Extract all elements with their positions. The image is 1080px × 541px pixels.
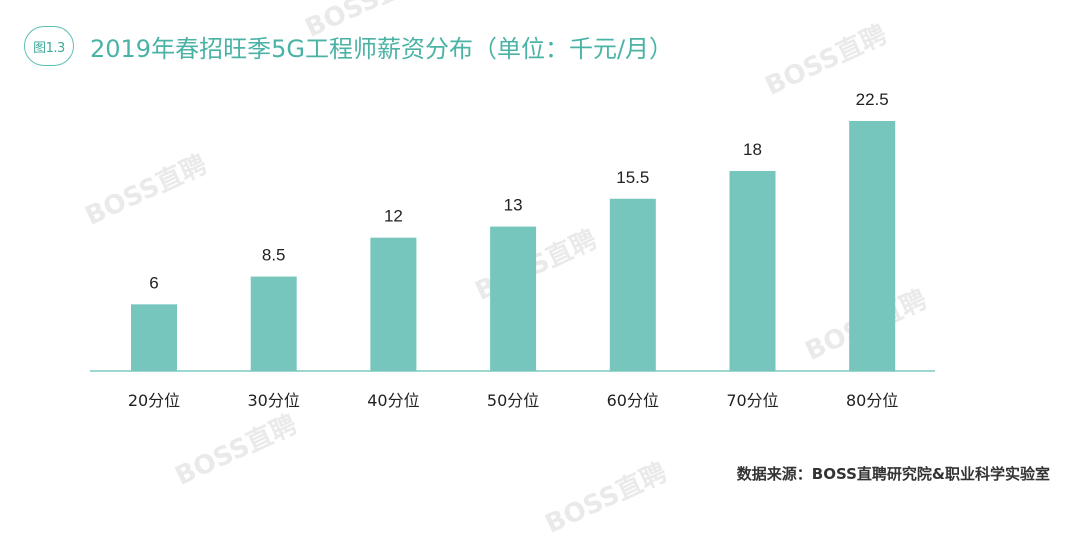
- data-label: 8.5: [262, 246, 286, 265]
- x-tick-label: 30分位: [248, 391, 300, 410]
- chart-header: 图1.3 2019年春招旺季5G工程师薪资分布（单位：千元/月）: [24, 22, 673, 70]
- data-label: 12: [384, 207, 403, 226]
- bar-chart: 6 20分位 8.5 30分位 12 40分位 13 50分位 15.5 60分位 18 70分位 22…: [90, 90, 935, 410]
- x-tick-label: 50分位: [487, 391, 539, 410]
- data-label: 22.5: [856, 90, 889, 109]
- bar-70分位: [729, 171, 776, 371]
- x-tick-label: 70分位: [726, 391, 778, 410]
- data-label: 18: [743, 140, 762, 159]
- x-tick-label: 20分位: [128, 391, 180, 410]
- bar-60分位: [609, 198, 656, 371]
- source-note: 数据来源：BOSS直聘研究院&职业科学实验室: [736, 465, 1050, 483]
- bar-20分位: [131, 304, 177, 371]
- bar-30分位: [250, 276, 297, 371]
- bar-80分位: [849, 121, 896, 371]
- data-label: 13: [504, 196, 523, 215]
- x-tick-label: 60分位: [607, 391, 659, 410]
- x-tick-label: 40分位: [367, 391, 419, 410]
- x-tick-label: 80分位: [846, 391, 898, 410]
- bar-50分位: [490, 226, 537, 371]
- bar-40分位: [370, 237, 417, 371]
- data-label: 15.5: [616, 168, 649, 187]
- figure-badge: 图1.3: [24, 26, 74, 66]
- chart-title: 2019年春招旺季5G工程师薪资分布（单位：千元/月）: [90, 34, 674, 63]
- data-label: 6: [149, 273, 158, 292]
